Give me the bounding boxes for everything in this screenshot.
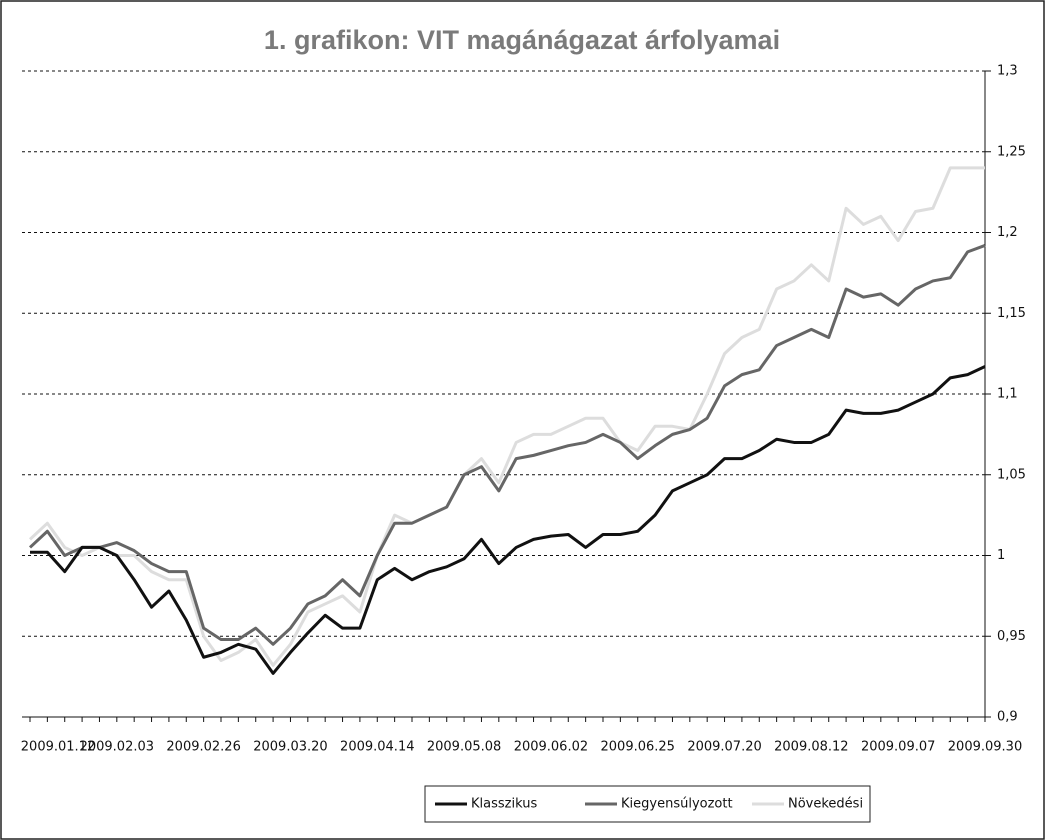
x-tick-label: 2009.07.20 [687,740,761,755]
y-tick-label: 1,3 [997,64,1018,79]
x-tick-label: 2009.01.12 [21,740,95,755]
series-line [28,166,985,667]
x-tick-label: 2009.09.30 [948,740,1022,755]
x-tick-label: 2009.02.03 [80,740,154,755]
y-tick-label: 1,05 [997,467,1026,482]
y-tick-label: 1,1 [997,387,1018,402]
legend-label: Kiegyensúlyozott [621,797,733,812]
x-tick-label: 2009.05.08 [427,740,501,755]
y-tick-label: 1,25 [997,144,1026,159]
series-line [28,244,986,646]
x-tick-label: 2009.02.26 [166,740,240,755]
y-tick-label: 1 [997,548,1005,563]
legend-label: Klasszikus [471,797,537,812]
x-tick-label: 2009.06.02 [514,740,588,755]
legend-label: Növekedési [788,797,863,812]
y-tick-label: 1,2 [997,225,1018,240]
x-tick-label: 2009.06.25 [601,740,675,755]
x-tick-label: 2009.09.07 [861,740,935,755]
x-tick-label: 2009.08.12 [774,740,848,755]
x-tick-label: 2009.04.14 [340,740,414,755]
y-tick-label: 0,9 [997,710,1018,725]
series-line [30,365,986,675]
chart-title: 1. grafikon: VIT magánágazat árfolyamai [264,25,780,55]
x-tick-label: 2009.03.20 [253,740,327,755]
y-tick-label: 1,15 [997,306,1026,321]
y-tick-label: 0,95 [997,629,1026,644]
legend-box [424,785,871,823]
